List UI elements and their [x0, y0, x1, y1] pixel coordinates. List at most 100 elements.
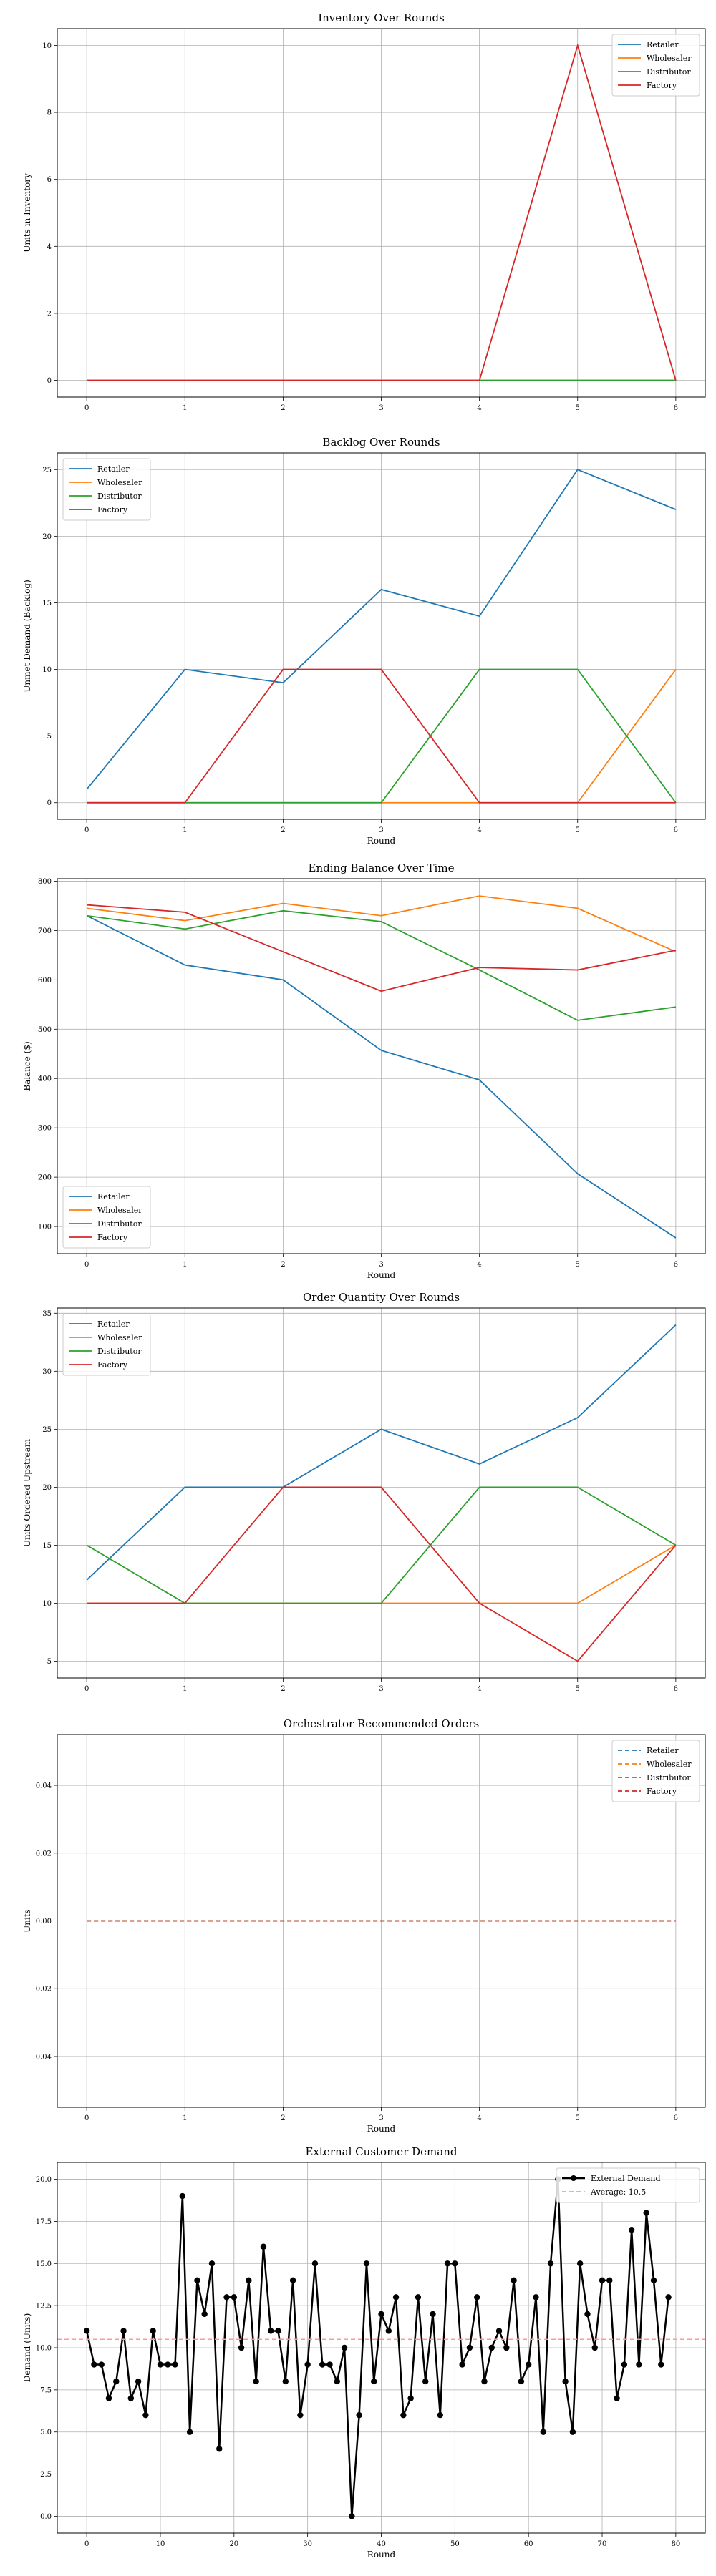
data-point: [392, 2294, 400, 2301]
y-axis-label: Demand (Units): [22, 2313, 32, 2383]
data-point: [127, 2395, 135, 2401]
legend-box: [611, 1740, 700, 1802]
series-line-distributor: [87, 909, 676, 1021]
chart-title: Inventory Over Rounds: [318, 11, 445, 24]
data-point: [282, 2378, 289, 2385]
x-tick-label: 5: [576, 404, 580, 412]
x-tick-label: 4: [477, 404, 481, 412]
legend-label: Factory: [97, 1360, 128, 1370]
legend-label: Factory: [97, 1233, 128, 1242]
data-point: [311, 2260, 319, 2267]
data-point: [459, 2361, 465, 2368]
legend-label: Wholesaler: [97, 478, 142, 487]
legend-label: Retailer: [647, 40, 679, 49]
x-tick-label: 5: [576, 826, 580, 834]
x-tick-label: 2: [281, 826, 285, 834]
data-point: [253, 2378, 259, 2385]
chart-2: 0 1 2 3 4 5 6 0 5 10 15 20 25 Backlog Over Rounds Roun…: [22, 436, 706, 846]
data-point: [268, 2328, 274, 2334]
chart-title: External Customer Demand: [306, 2145, 458, 2158]
data-point: [481, 2378, 488, 2385]
data-point: [98, 2361, 105, 2368]
data-point: [186, 2429, 193, 2435]
y-tick-label: 6: [47, 176, 52, 184]
x-tick-label: 3: [379, 1261, 383, 1269]
series-line-factory: [87, 904, 677, 992]
x-tick-label: 0: [84, 1685, 89, 1693]
x-tick-label: 1: [183, 826, 187, 834]
data-point: [150, 2328, 156, 2334]
legend: Retailer Wholesaler Distributor Factory: [611, 34, 700, 97]
chart-4: 0 1 2 3 4 5 6 5 10 15 20 25 30 35 Order Quantity Over …: [22, 1291, 706, 1693]
chart-5: 0 1 2 3 4 5 6 −0.04 −0.02 0.00 0.02 0.04 Orchestrato…: [22, 1717, 706, 2134]
data-point: [216, 2446, 223, 2452]
y-tick-label: 0: [47, 377, 52, 385]
data-point: [260, 2243, 267, 2250]
y-axis-label: Unmet Demand (Backlog): [22, 580, 32, 693]
data-point: [83, 2328, 90, 2334]
legend: Retailer Wholesaler Distributor Factory: [62, 458, 151, 521]
y-tick-label: 600: [38, 977, 52, 985]
x-tick-label: 1: [183, 2114, 187, 2122]
data-point: [194, 2277, 200, 2284]
data-point: [584, 2311, 591, 2318]
legend-label: Factory: [647, 1787, 677, 1796]
data-point: [430, 2311, 436, 2318]
data-point: [341, 2344, 348, 2351]
data-point: [444, 2260, 451, 2267]
data-point: [540, 2429, 546, 2435]
data-point: [363, 2260, 370, 2267]
y-tick-label: 35: [42, 1310, 52, 1318]
y-tick-label: 8: [47, 109, 52, 117]
chart-3: 0 1 2 3 4 5 6 100 200 300 400 500 600 700 800 Ending Ba…: [22, 862, 706, 1280]
data-point: [246, 2277, 252, 2284]
data-point: [231, 2294, 238, 2301]
x-tick-label: 2: [281, 404, 285, 412]
legend-marker: [571, 2175, 576, 2181]
data-point: [356, 2411, 362, 2419]
x-tick-label: 2: [281, 1685, 285, 1693]
data-point: [91, 2361, 97, 2368]
data-point: [650, 2277, 657, 2284]
y-tick-label: 10: [42, 42, 52, 50]
data-point: [488, 2344, 495, 2351]
y-axis-label: Units: [22, 1909, 32, 1933]
data-point: [518, 2378, 525, 2385]
series-line-retailer: [86, 1324, 677, 1581]
y-tick-label: 500: [38, 1026, 52, 1034]
data-point: [334, 2378, 340, 2385]
y-axis-label: Balance ($): [22, 1041, 32, 1091]
legend-label: Wholesaler: [97, 1333, 142, 1342]
x-tick-label: 4: [477, 2114, 481, 2122]
legend-label: Average: 10.5: [590, 2187, 646, 2197]
data-point: [591, 2344, 598, 2351]
x-tick-label: 5: [576, 2114, 580, 2122]
x-axis-label: Round: [367, 2124, 396, 2134]
x-tick-label: 0: [84, 2114, 89, 2122]
y-tick-label: 20.0: [36, 2176, 52, 2184]
data-point: [636, 2361, 642, 2368]
y-tick-label: 300: [38, 1125, 52, 1133]
legend-label: Retailer: [97, 1192, 130, 1201]
legend-label: External Demand: [591, 2174, 661, 2183]
x-tick-label: 5: [576, 1261, 580, 1269]
data-point: [172, 2361, 178, 2368]
data-point: [297, 2411, 304, 2419]
legend: External Demand Average: 10.5: [556, 2167, 700, 2203]
data-point: [349, 2513, 355, 2519]
data-point: [473, 2294, 480, 2301]
legend-label: Wholesaler: [647, 1760, 692, 1769]
y-tick-label: 10: [42, 666, 52, 674]
data-point: [105, 2395, 112, 2401]
data-point: [599, 2277, 606, 2284]
data-point: [658, 2361, 664, 2368]
series-line-factory: [87, 43, 677, 381]
y-tick-label: 2: [47, 310, 52, 318]
y-tick-label: 2.5: [40, 2471, 52, 2479]
data-point: [400, 2411, 407, 2419]
x-tick-label: 2: [281, 2114, 285, 2122]
x-tick-label: 3: [379, 2114, 383, 2122]
data-point: [495, 2328, 503, 2334]
